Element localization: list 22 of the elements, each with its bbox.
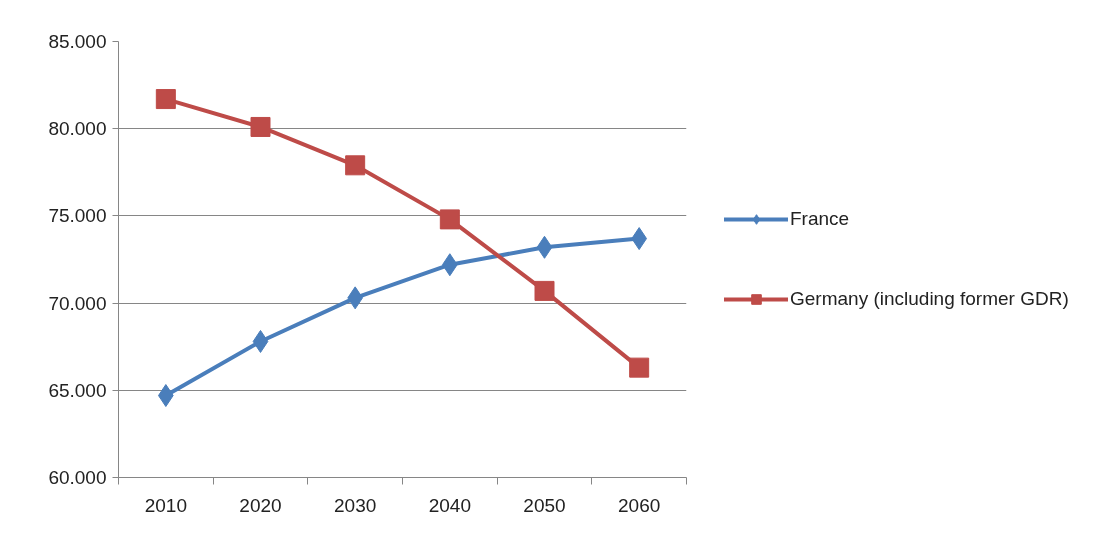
x-tick-label: 2050 xyxy=(523,494,566,516)
x-tick-label: 2010 xyxy=(144,494,187,516)
y-tick-label: 85.000 xyxy=(48,31,107,52)
x-tick-label: 2030 xyxy=(334,494,377,516)
point xyxy=(250,116,271,137)
point xyxy=(439,209,460,230)
y-tick-label: 75.000 xyxy=(48,205,107,227)
legend-label: Germany (including former GDR) xyxy=(790,288,1069,310)
y-tick-label: 70.000 xyxy=(48,292,107,314)
point xyxy=(155,89,176,110)
y-tick-label: 65.000 xyxy=(48,379,107,401)
x-tick-label: 2040 xyxy=(428,494,471,516)
y-tick-label: 80.000 xyxy=(48,118,107,140)
x-tick-label: 2060 xyxy=(618,494,661,516)
y-tick-label: 60.000 xyxy=(48,467,107,488)
point xyxy=(345,155,366,176)
point xyxy=(629,357,650,378)
point xyxy=(534,280,555,301)
point xyxy=(252,329,269,353)
point xyxy=(536,235,553,259)
legend-label: France xyxy=(790,208,850,230)
x-tick-label: 2020 xyxy=(239,494,282,516)
